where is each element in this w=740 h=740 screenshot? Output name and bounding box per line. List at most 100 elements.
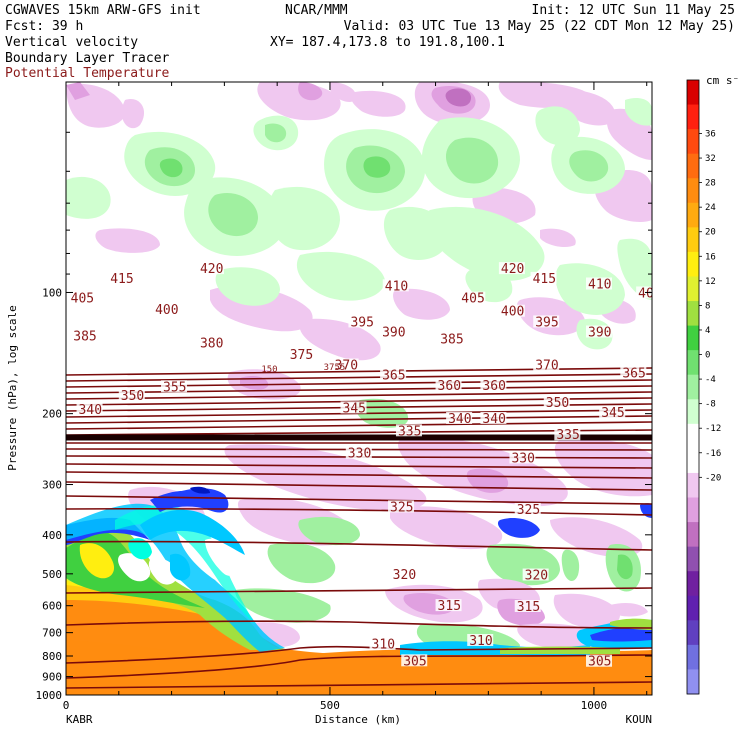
colorbar-label: 8	[705, 301, 710, 311]
colorbar-swatch	[687, 595, 699, 621]
colorbar-swatch	[687, 522, 699, 548]
theta-label: 340	[79, 403, 102, 418]
colorbar-swatch	[687, 399, 699, 425]
y-axis-label: Pressure (hPa), log scale	[6, 305, 19, 471]
colorbar-swatch	[687, 374, 699, 400]
theta-label: 370	[335, 359, 358, 374]
model-title: CGWAVES 15km ARW-GFS init	[5, 3, 201, 18]
theta-label: 305	[588, 655, 611, 670]
theta-label-bg	[161, 380, 188, 393]
y-tick-label: 900	[42, 671, 62, 684]
theta-label-bg	[287, 347, 314, 360]
colorbar-swatch	[687, 669, 699, 695]
theta-label: 405	[638, 286, 661, 301]
theta-label-bg	[554, 428, 581, 441]
theta-label: 335	[556, 428, 579, 443]
x-axis-label: Distance (km)	[315, 713, 401, 726]
colorbar-swatch	[687, 202, 699, 228]
colorbar-label: -4	[705, 375, 716, 385]
colorbar-swatch	[687, 350, 699, 376]
y-tick-label: 400	[42, 529, 62, 542]
plot-frame	[65, 81, 653, 696]
theta-label: 325	[517, 503, 540, 518]
theta-label-bg	[118, 389, 145, 402]
colorbar-swatch	[687, 448, 699, 474]
organization-label: NCAR/MMM	[285, 3, 348, 18]
theta-label-bg	[340, 401, 367, 414]
colorbar-swatch	[687, 325, 699, 351]
theta-label-bg	[345, 446, 372, 459]
y-tick-label: 500	[42, 568, 62, 581]
theta-label-bg	[533, 358, 560, 371]
tracer-plume	[66, 486, 652, 655]
theta-small-label: 150	[261, 365, 277, 375]
colorbar-swatch	[687, 104, 699, 130]
theta-label-bg	[586, 654, 613, 667]
theta-label-bg	[586, 325, 613, 338]
colorbar-swatch	[687, 571, 699, 597]
theta-label-bg	[68, 291, 95, 304]
colorbar-swatch	[687, 546, 699, 572]
vertical-velocity-upper	[66, 82, 652, 361]
y-tick-label: 700	[42, 627, 62, 640]
theta-label-bg	[636, 286, 652, 299]
theta-label-bg	[514, 599, 541, 612]
theta-label-bg	[108, 271, 135, 284]
theta-label: 345	[343, 401, 366, 416]
theta-label: 310	[469, 634, 492, 649]
theta-label: 380	[200, 336, 223, 351]
theta-label: 400	[501, 305, 524, 320]
theta-label-bg	[599, 405, 626, 418]
colorbar: 36 32 28 24 20 16 12 8 4 0 -4 -8 -12 -16 -20	[686, 79, 721, 695]
colorbar-label: 32	[705, 154, 716, 164]
theta-label: 395	[350, 315, 373, 330]
colorbar-swatch	[687, 227, 699, 253]
colorbar-label: 28	[705, 179, 716, 189]
theta-label: 360	[438, 379, 461, 394]
colorbar-frame	[686, 79, 700, 695]
x-tick-label: 500	[320, 699, 340, 712]
theta-label-bg	[395, 424, 422, 437]
theta-label-bg	[459, 291, 486, 304]
y-axis: 100 200 300 400 500 600 700 800 900 1000	[36, 81, 652, 702]
theta-label-bg	[382, 279, 409, 292]
theta-label: 350	[121, 389, 144, 404]
theta-label-bg	[533, 315, 560, 328]
colorbar-swatch	[687, 301, 699, 327]
theta-label: 320	[525, 569, 548, 584]
theta-label-bg	[332, 358, 359, 371]
colorbar-swatch	[687, 276, 699, 302]
colorbar-swatch	[687, 472, 699, 499]
theta-label: 385	[440, 332, 463, 347]
theta-label-bg	[380, 325, 407, 338]
theta-label-bg	[438, 332, 465, 345]
cross-section-coordinates: XY= 187.4,173.8 to 191.8,100.1	[270, 35, 505, 50]
theta-label-bg	[480, 379, 507, 392]
theta-label: 340	[448, 412, 471, 427]
theta-label: 385	[73, 330, 96, 345]
theta-label-bg	[543, 395, 570, 408]
theta-label: 350	[546, 396, 569, 411]
colorbar-label: 12	[705, 277, 716, 287]
theta-label-bg	[467, 633, 494, 646]
colorbar-swatch	[687, 80, 699, 106]
theta-label: 400	[155, 303, 178, 318]
colorbar-label: -16	[705, 449, 721, 459]
field-boundary-layer-tracer: Boundary Layer Tracer	[5, 51, 170, 66]
theta-label-bg	[498, 304, 525, 317]
theta-label-bg	[514, 502, 541, 515]
tropopause-bold-contours	[66, 434, 652, 441]
theta-label-bg	[153, 303, 180, 316]
left-endpoint-label: KABR	[66, 713, 93, 726]
theta-label: 390	[382, 325, 405, 340]
field-potential-temperature: Potential Temperature	[5, 66, 170, 81]
valid-time: Valid: 03 UTC Tue 13 May 25 (22 CDT Mon …	[344, 19, 735, 34]
plot-area: 420 420 415 415 410 410 405 405 405 400 400 395 395 3…	[66, 82, 661, 695]
y-tick-label: 200	[42, 408, 62, 421]
theta-label: 305	[403, 654, 426, 669]
theta-label-bg	[498, 262, 525, 275]
colorbar-swatch	[687, 129, 699, 155]
colorbar-label: 4	[705, 326, 710, 336]
y-tick-label: 600	[42, 600, 62, 613]
theta-label-bg	[390, 567, 417, 580]
